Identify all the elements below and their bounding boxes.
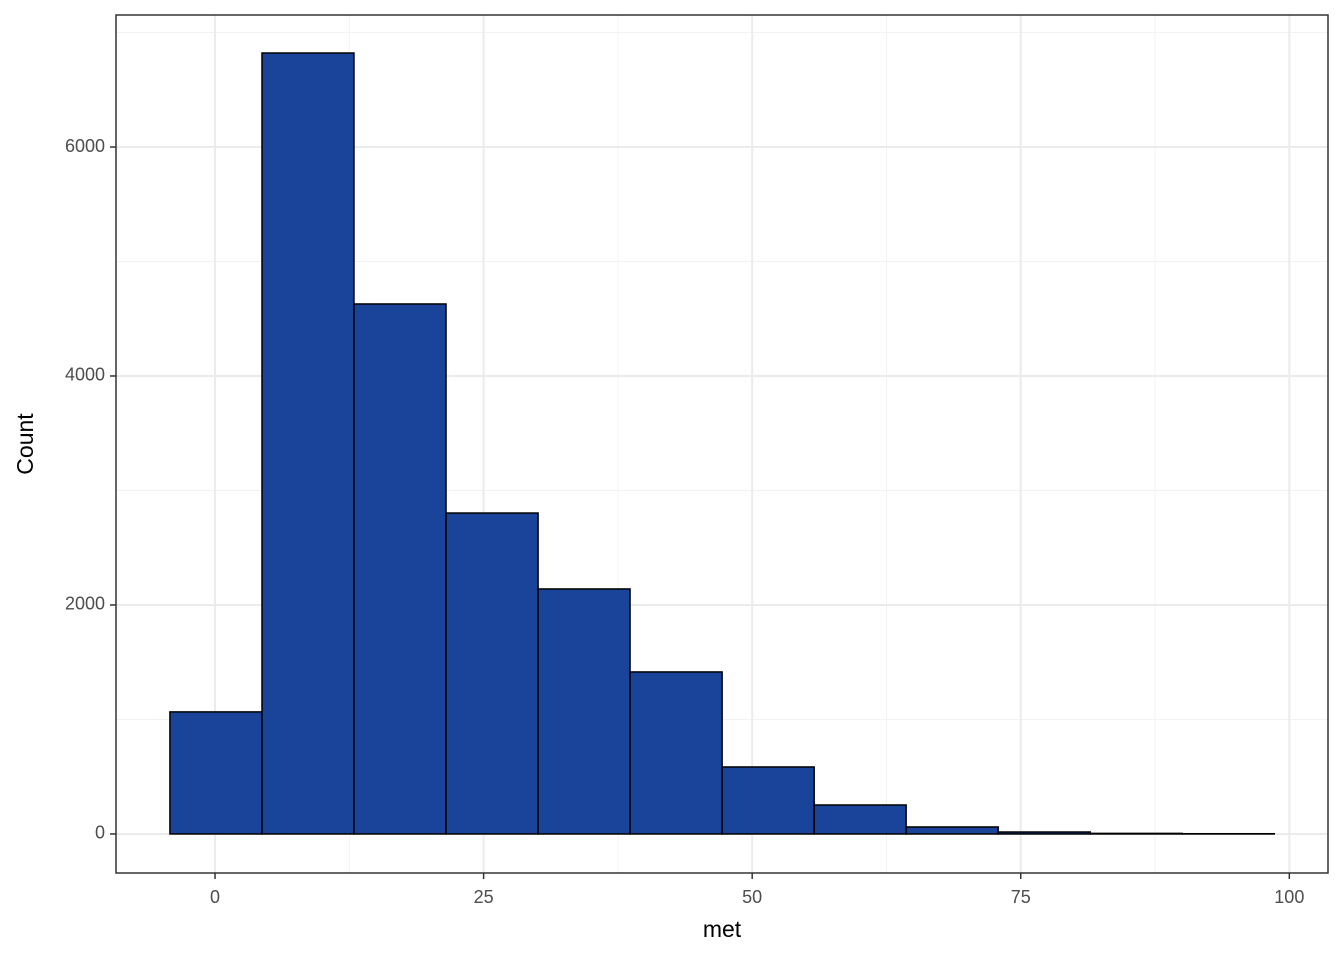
y-tick-label: 4000 [65, 365, 105, 385]
x-tick-label: 0 [210, 887, 220, 907]
bar [261, 52, 355, 835]
bar [353, 303, 447, 835]
bar [997, 831, 1092, 835]
bar [537, 588, 631, 835]
y-tick-label: 0 [95, 823, 105, 843]
bar [813, 804, 907, 835]
x-axis-title: met [703, 916, 742, 942]
y-tick-label: 6000 [65, 136, 105, 156]
bar [1089, 832, 1183, 835]
x-tick-label: 50 [742, 887, 762, 907]
bar [629, 671, 723, 835]
x-tick-label: 75 [1011, 887, 1031, 907]
y-tick-label: 2000 [65, 594, 105, 614]
bar [445, 512, 539, 835]
bar [169, 711, 263, 835]
panel-border [115, 14, 1329, 874]
bar [905, 826, 999, 835]
x-tick-label: 100 [1274, 887, 1304, 907]
y-axis-title: Count [12, 413, 38, 475]
x-tick-label: 25 [474, 887, 494, 907]
bar [721, 766, 815, 835]
